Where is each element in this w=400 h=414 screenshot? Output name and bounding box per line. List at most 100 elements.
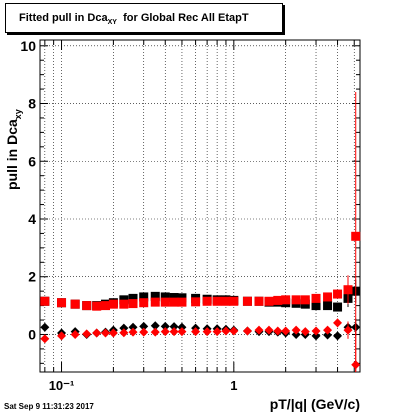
data-point-diamond xyxy=(343,325,353,335)
data-point-diamond xyxy=(177,327,187,337)
data-point-diamond xyxy=(273,326,283,336)
x-tick-label: 10⁻¹ xyxy=(49,378,75,393)
data-point-diamond xyxy=(323,330,333,340)
data-point-square xyxy=(273,295,283,305)
data-point-square xyxy=(300,295,310,305)
data-point-square xyxy=(333,289,343,299)
data-point-square xyxy=(160,297,170,307)
data-point-square xyxy=(177,297,187,307)
data-point-square xyxy=(343,285,353,295)
y-tick-label: 8 xyxy=(28,96,36,112)
data-point-square xyxy=(139,298,149,308)
chart-title-prefix: Fitted pull in Dca xyxy=(19,12,108,24)
data-point-diamond xyxy=(169,327,179,337)
data-point-diamond xyxy=(311,331,321,341)
data-point-square xyxy=(82,301,92,311)
data-point-diamond xyxy=(191,327,201,337)
data-point-diamond xyxy=(333,318,343,328)
data-point-diamond xyxy=(212,327,222,337)
data-point-square xyxy=(311,301,321,311)
data-point-diamond xyxy=(119,328,129,338)
data-point-diamond xyxy=(128,322,138,332)
data-point-diamond xyxy=(139,327,149,337)
data-point-diamond xyxy=(202,327,212,337)
data-point-diamond xyxy=(57,331,67,341)
data-point-diamond xyxy=(221,326,231,336)
data-point-diamond xyxy=(169,322,179,332)
data-point-square xyxy=(40,296,50,306)
y-axis-label-text: pull in Dca xyxy=(4,119,20,190)
data-point-diamond xyxy=(128,327,138,337)
axis-ticks xyxy=(40,40,360,372)
data-point-square xyxy=(150,297,160,307)
data-point-diamond xyxy=(108,328,118,338)
data-point-diamond xyxy=(311,326,321,336)
data-point-square xyxy=(291,295,301,305)
data-point-square xyxy=(101,301,111,311)
data-point-square xyxy=(70,299,80,309)
data-point-diamond xyxy=(40,334,50,344)
chart-title: Fitted pull in DcaXY for Global Rec All … xyxy=(19,12,249,26)
data-point-square xyxy=(92,301,102,311)
data-point-diamond xyxy=(242,326,252,336)
data-point-square xyxy=(229,296,239,306)
data-point-square xyxy=(281,295,291,305)
chart-title-box: Fitted pull in DcaXY for Global Rec All … xyxy=(5,3,283,33)
y-tick-label: 4 xyxy=(28,211,36,227)
data-point-square xyxy=(108,299,118,309)
x-tick-label: 1 xyxy=(230,378,237,393)
data-point-diamond xyxy=(70,329,80,339)
data-point-square xyxy=(333,302,343,312)
data-point-square xyxy=(119,299,129,309)
data-point-square xyxy=(311,293,321,303)
data-point-square xyxy=(264,296,274,306)
data-point-diamond xyxy=(119,323,129,333)
chart-title-subscript: XY xyxy=(107,19,117,27)
data-point-square xyxy=(169,297,179,307)
data-point-diamond xyxy=(333,331,343,341)
data-point-square xyxy=(139,292,149,302)
y-tick-label: 2 xyxy=(28,269,36,285)
data-point-diamond xyxy=(139,321,149,331)
data-point-square xyxy=(202,296,212,306)
data-point-diamond xyxy=(40,322,50,332)
data-point-diamond xyxy=(300,327,310,337)
data-point-diamond xyxy=(229,326,239,336)
data-point-diamond xyxy=(264,325,274,335)
data-point-diamond xyxy=(291,325,301,335)
x-axis-label: pT/|q| (GeV/c) xyxy=(269,396,360,412)
data-point-diamond xyxy=(150,327,160,337)
data-point-square xyxy=(242,296,252,306)
data-point-square xyxy=(128,299,138,309)
data-point-square xyxy=(323,292,333,302)
data-point-diamond xyxy=(281,326,291,336)
data-point-diamond xyxy=(254,325,264,335)
data-point-square xyxy=(150,291,160,301)
y-tick-label: 0 xyxy=(28,326,36,342)
data-point-square xyxy=(351,231,361,241)
data-point-diamond xyxy=(323,325,333,335)
data-point-square xyxy=(221,296,231,306)
y-tick-label: 6 xyxy=(28,153,36,169)
y-axis-label-subscript: xy xyxy=(12,109,23,120)
data-point-square xyxy=(160,292,170,302)
timestamp-footer: Sat Sep 9 11:31:23 2017 xyxy=(4,402,94,411)
data-point-diamond xyxy=(101,328,111,338)
y-axis-label: pull in Dcaxy xyxy=(4,109,23,190)
data-point-diamond xyxy=(150,321,160,331)
data-point-square xyxy=(191,297,201,307)
chart-title-suffix: for Global Rec All EtapT xyxy=(123,12,249,24)
data-point-diamond xyxy=(160,327,170,337)
grid xyxy=(40,40,360,372)
data-point-square xyxy=(254,296,264,306)
data-point-square xyxy=(128,293,138,303)
data-point-diamond xyxy=(92,328,102,338)
data-point-diamond xyxy=(82,329,92,339)
y-tick-label: 10 xyxy=(20,38,36,54)
data-point-square xyxy=(169,293,179,303)
data-points xyxy=(40,91,361,372)
data-point-square xyxy=(57,298,67,308)
data-point-square xyxy=(323,301,333,311)
